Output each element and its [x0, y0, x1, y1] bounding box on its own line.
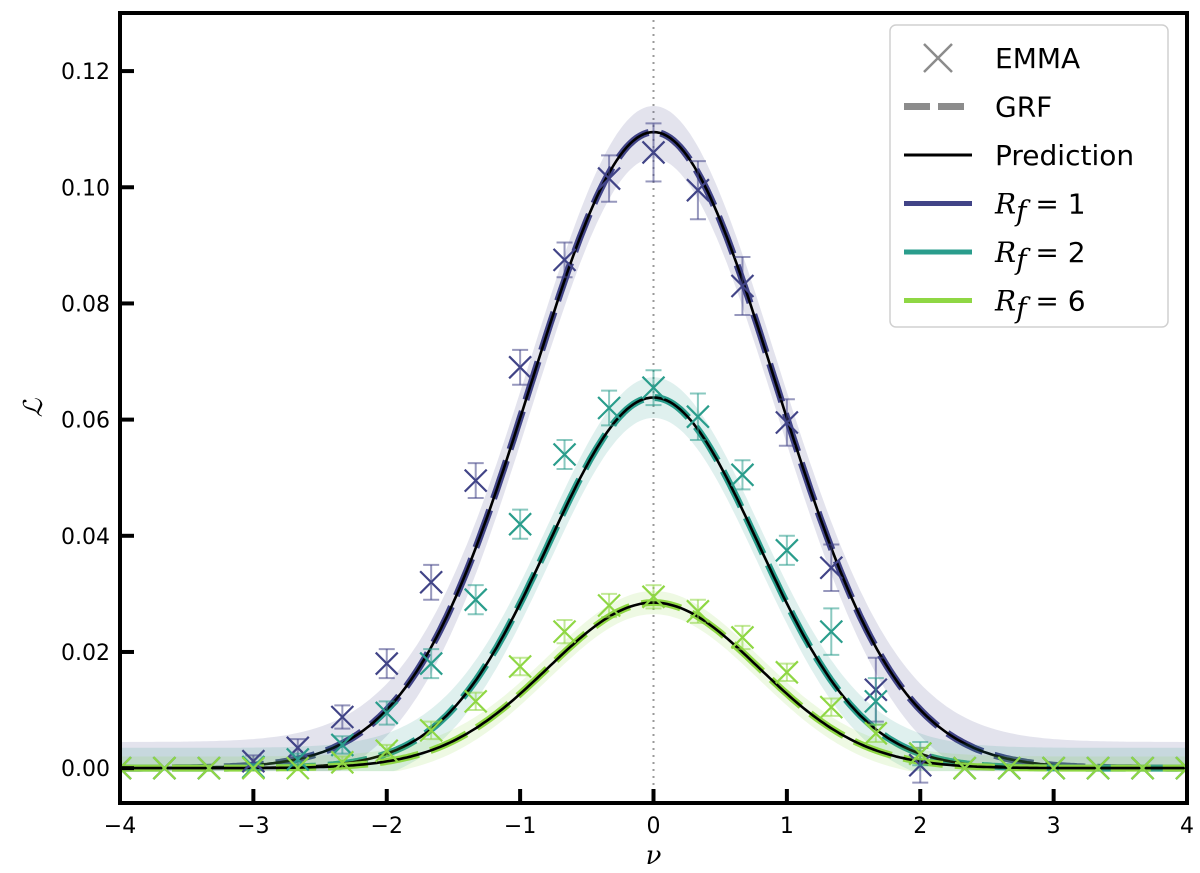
- series-1-emma-point: [775, 410, 799, 435]
- x-tick-label: −3: [237, 814, 269, 839]
- series-1-emma-point: [419, 570, 443, 595]
- series-3-emma-point: [864, 721, 888, 746]
- series-3-emma-point: [419, 718, 443, 743]
- y-tick-label: 0.08: [61, 292, 110, 317]
- legend-emma-marker: [923, 43, 953, 73]
- legend-label: Prediction: [995, 139, 1134, 172]
- series-3-emma-point: [641, 585, 666, 609]
- series-2-emma-point: [374, 701, 399, 725]
- series-1-emma-point: [641, 140, 666, 165]
- legend-label: Rf = 6: [994, 285, 1086, 325]
- x-tick-label: 0: [647, 814, 661, 839]
- series-3-emma-point: [686, 599, 710, 624]
- x-tick-label: −4: [104, 814, 136, 839]
- series-3-emma-point: [241, 756, 266, 780]
- series-3-emma-point: [597, 593, 621, 618]
- series-3-emma-point: [330, 750, 355, 775]
- y-tick-label: 0.12: [61, 60, 110, 85]
- series-2-emma-point: [775, 538, 799, 563]
- legend-label: Rf = 1: [994, 188, 1086, 228]
- series-3-emma-point: [508, 654, 532, 679]
- legend-label: EMMA: [995, 42, 1080, 75]
- x-tick-label: 4: [1180, 814, 1194, 839]
- series-1-emma-point: [730, 274, 755, 298]
- legend-label-symbol: R: [994, 236, 1016, 269]
- plot-area: [120, 13, 1187, 803]
- legend-label-value: = 1: [1026, 188, 1085, 221]
- series-2-emma-point: [819, 619, 844, 644]
- series-3-emma-point: [152, 756, 177, 780]
- legend-label-value: = 6: [1026, 285, 1085, 318]
- series-1-emma-point: [508, 355, 532, 380]
- series-2-emma-point: [597, 396, 621, 420]
- series-1-emma-point: [330, 705, 355, 729]
- series-2-emma-point: [686, 404, 710, 429]
- series-3-emma-point: [775, 660, 799, 685]
- series-2-emma-point: [286, 747, 310, 772]
- series-3-emma-point: [286, 756, 310, 780]
- y-tick-label: 0.04: [61, 525, 110, 550]
- y-tick-label: 0.00: [61, 757, 110, 782]
- y-tick-label: 0.06: [61, 409, 110, 434]
- series-2-prediction-line: [120, 396, 1187, 770]
- series-3-emma-point: [1130, 756, 1155, 780]
- legend-label: GRF: [995, 91, 1052, 124]
- series-2-emma-point: [463, 587, 488, 612]
- series-3-emma-point: [1086, 756, 1110, 780]
- plot-content: [120, 13, 1187, 803]
- x-tick-label: −2: [371, 814, 403, 839]
- series-3-emma-point: [120, 756, 132, 780]
- series-3-emma-point: [908, 741, 933, 766]
- series-2-emma-point: [552, 442, 577, 467]
- series-2-emma-point: [641, 375, 666, 400]
- series-2-grf-line: [120, 393, 1187, 772]
- series-3-emma-point: [374, 738, 399, 763]
- series-2-emma-point: [330, 733, 355, 757]
- series-3-emma-point: [997, 756, 1021, 780]
- y-axis-label: ℒ: [19, 397, 49, 417]
- series-3-emma-point: [1175, 756, 1187, 780]
- y-tick-label: 0.02: [61, 641, 110, 666]
- series-1-emma-point: [463, 468, 488, 493]
- legend: EMMA GRF Prediction Rf = 1 Rf = 2 Rf = 6: [889, 24, 1169, 328]
- series-3-emma-point: [1041, 756, 1066, 780]
- series-2-emma-point: [419, 651, 443, 676]
- y-tick-label: 0.10: [61, 176, 110, 201]
- series-1-emma-point: [819, 555, 844, 580]
- series-1-emma-point: [686, 178, 710, 202]
- series-2-emma-point: [864, 689, 888, 714]
- series-2-emma-point: [730, 463, 755, 487]
- series-1-emma-point: [374, 651, 399, 676]
- legend-label-symbol: R: [994, 188, 1016, 221]
- series-1-emma-point: [597, 166, 621, 191]
- legend-label: Rf = 2: [994, 236, 1086, 276]
- x-tick-label: 2: [913, 814, 927, 839]
- x-axis-label: ν: [646, 841, 662, 871]
- series-3-emma-point: [552, 619, 577, 644]
- legend-label-symbol: R: [994, 285, 1016, 318]
- series-3-emma-point: [463, 689, 488, 714]
- x-tick-label: 1: [780, 814, 794, 839]
- series-1-emma-point: [241, 749, 266, 773]
- series-2-emma-point: [508, 512, 532, 536]
- series-3-emma-point: [952, 756, 977, 780]
- x-tick-label: −1: [504, 814, 536, 839]
- series-3-emma-point: [197, 756, 221, 780]
- x-tick-label: 3: [1047, 814, 1061, 839]
- series-3-emma-point: [730, 625, 755, 650]
- series-1-emma-point: [552, 248, 577, 272]
- series-1-emma-point: [286, 736, 310, 760]
- legend-label-value: = 2: [1026, 236, 1085, 269]
- series-3-emma-point: [819, 695, 844, 719]
- axes: −4 −3 −2 −1 0 1 2 3 4 0.00 0.02 0.04 0.06 0.08 0.10 0.1…: [19, 11, 1194, 871]
